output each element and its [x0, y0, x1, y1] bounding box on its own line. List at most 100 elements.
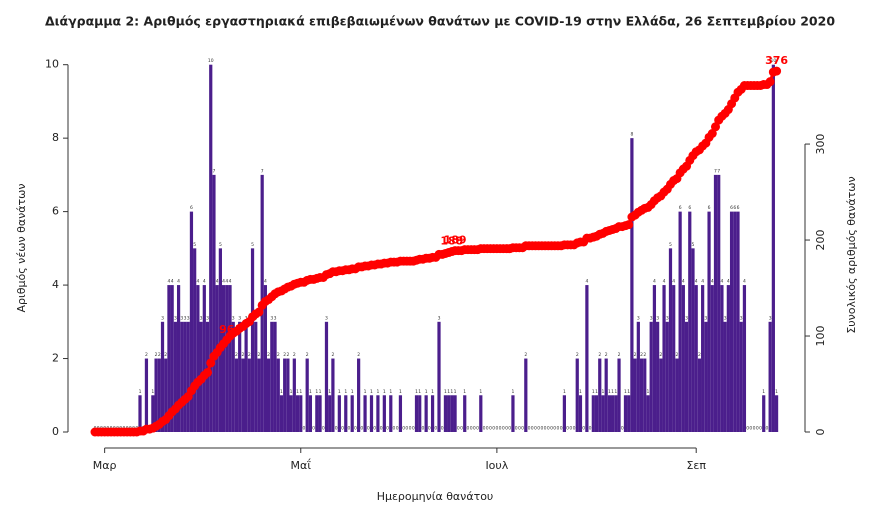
bar-label: 0 [476, 426, 479, 432]
bar-label: 3 [187, 315, 190, 321]
bar-label: 8 [630, 132, 633, 138]
bar [717, 174, 721, 432]
bar-label: 4 [695, 279, 698, 285]
bar-label: 6 [730, 205, 733, 211]
bar [318, 395, 322, 432]
bar-label: 2 [277, 352, 280, 358]
bar-label: 1 [139, 389, 142, 395]
bar [263, 285, 268, 432]
bar [665, 321, 669, 432]
bar [234, 358, 239, 432]
bar-label: 3 [270, 315, 273, 321]
bar-label: 3 [180, 315, 183, 321]
bar-label: 1 [370, 389, 373, 395]
bar-label: 0 [547, 426, 550, 432]
bar [633, 358, 637, 432]
bar-label: 0 [473, 426, 476, 432]
bar [144, 358, 149, 432]
bar-label: 4 [229, 279, 232, 285]
bar-label: 0 [553, 426, 556, 432]
bar [315, 395, 319, 432]
bar-label: 2 [267, 352, 270, 358]
bar-label: 0 [753, 426, 756, 432]
y-axis-title: Αριθμός νέων θανάτων [15, 184, 28, 313]
bar-label: 0 [495, 426, 498, 432]
bar [202, 285, 206, 432]
bar [157, 358, 161, 432]
bar [562, 395, 566, 432]
bar [453, 395, 457, 432]
bar [649, 321, 653, 432]
cumulative-point [624, 220, 634, 230]
bar-label: 4 [222, 279, 225, 285]
bar [688, 211, 692, 432]
bar [238, 321, 242, 432]
bar-label: 0 [573, 426, 576, 432]
bar-label: 4 [727, 279, 730, 285]
bar-label: 1 [338, 389, 341, 395]
bar-label: 0 [521, 426, 524, 432]
bar-label: 2 [164, 352, 167, 358]
bar [617, 358, 621, 432]
bar [668, 248, 673, 432]
bar-label: 4 [672, 279, 675, 285]
bar-label: 10 [770, 58, 776, 64]
bar-label: 0 [402, 426, 405, 432]
bar-label: 1 [454, 389, 457, 395]
bar [180, 321, 184, 432]
bar [212, 174, 216, 432]
bar [305, 358, 309, 432]
bar-label: 6 [737, 205, 740, 211]
bar-label: 0 [528, 426, 531, 432]
bar-label: 0 [582, 426, 585, 432]
bar [733, 211, 737, 432]
bar-label: 0 [303, 426, 306, 432]
x-tick-label: Ιουλ [485, 459, 508, 472]
chart-title: Διάγραμμα 2: Αριθμός εργαστηριακά επιβεβ… [45, 14, 835, 29]
bar [630, 138, 634, 432]
bar-label: 1 [309, 389, 312, 395]
bar [389, 395, 393, 432]
bar [424, 395, 428, 432]
x-tick-label: Μαΐ [291, 458, 312, 472]
bar-label: 0 [335, 426, 338, 432]
bar-label: 6 [708, 205, 711, 211]
bar [636, 321, 640, 432]
bar-label: 3 [650, 315, 653, 321]
bar-label: 1 [415, 389, 418, 395]
bar-label: 1 [344, 389, 347, 395]
bar-label: 0 [393, 426, 396, 432]
bar-label: 0 [421, 426, 424, 432]
bar [643, 358, 647, 432]
bar-label: 0 [621, 426, 624, 432]
bar-label: 0 [589, 426, 592, 432]
bar-label: 1 [364, 389, 367, 395]
bar [331, 358, 335, 432]
bar [276, 358, 280, 432]
bar-label: 1 [592, 389, 595, 395]
bar-label: 0 [405, 426, 408, 432]
bar-label: 2 [258, 352, 261, 358]
bar-label: 1 [315, 389, 318, 395]
bar-label: 3 [740, 315, 743, 321]
bar [623, 395, 628, 432]
bar-label: 2 [698, 352, 701, 358]
bar-label: 5 [251, 242, 254, 248]
bar-label: 1 [351, 389, 354, 395]
x-tick-label: Μαρ [93, 459, 117, 472]
bar [704, 321, 708, 432]
bar-label: 2 [640, 352, 643, 358]
bar-label: 3 [174, 315, 177, 321]
bar-label: 2 [155, 352, 158, 358]
bar-label: 3 [704, 315, 707, 321]
bar-label: 0 [354, 426, 357, 432]
bar-label: 2 [618, 352, 621, 358]
bar [267, 358, 271, 432]
bar [723, 321, 727, 432]
bar-label: 0 [537, 426, 540, 432]
bar-label: 4 [653, 279, 656, 285]
bar-label: 1 [563, 389, 566, 395]
cumulative-point [203, 367, 213, 377]
bar [443, 395, 448, 432]
